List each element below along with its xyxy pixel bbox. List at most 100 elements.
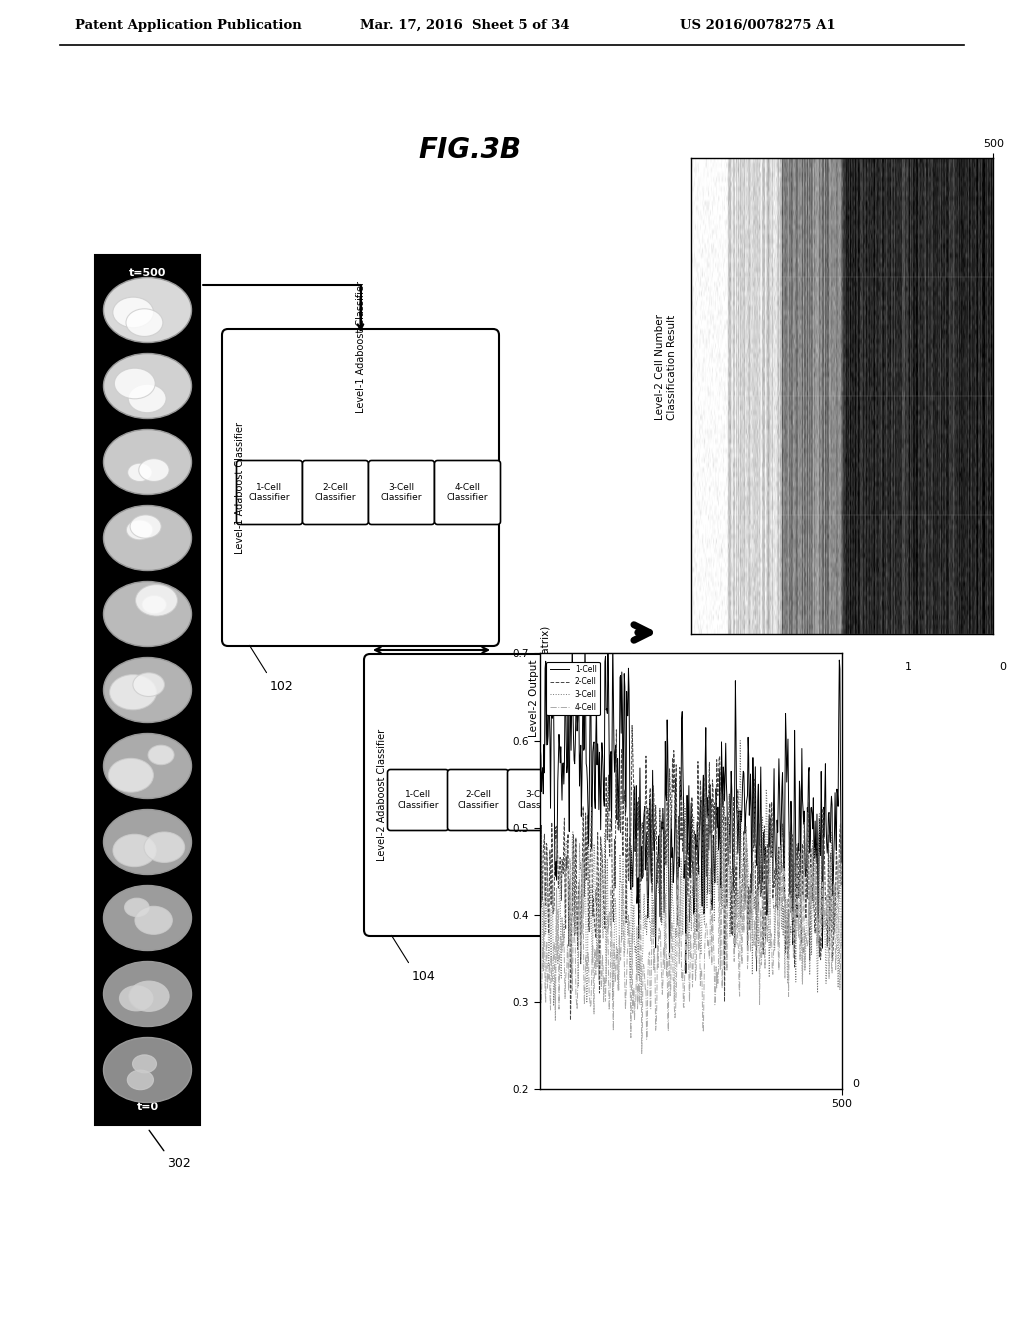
Text: t=0: t=0: [136, 1102, 159, 1111]
Ellipse shape: [103, 657, 191, 722]
3-Cell: [828, 921, 841, 937]
Ellipse shape: [148, 746, 174, 764]
Ellipse shape: [103, 961, 191, 1027]
2-Cell: [679, 854, 691, 870]
3-Cell: [835, 939, 847, 954]
Text: Level-2 Adaboost Classifier: Level-2 Adaboost Classifier: [377, 729, 387, 861]
Text: 1: 1: [905, 663, 912, 672]
2-Cell: [828, 925, 841, 941]
Ellipse shape: [103, 1038, 191, 1102]
4-Cell: [679, 969, 691, 985]
4-Cell: [713, 869, 725, 884]
4-Cell: [677, 962, 689, 978]
Text: 0: 0: [852, 1078, 859, 1089]
2-Cell: [677, 825, 689, 841]
Ellipse shape: [144, 832, 184, 862]
3-Cell: [696, 851, 709, 867]
FancyBboxPatch shape: [302, 461, 369, 524]
Ellipse shape: [103, 734, 191, 799]
Text: FIG.3B: FIG.3B: [419, 136, 521, 164]
Text: 4-Cell
Classifier: 4-Cell Classifier: [446, 483, 488, 502]
Text: 302: 302: [168, 1158, 191, 1170]
Text: 1-Cell
Classifier: 1-Cell Classifier: [397, 791, 438, 809]
Text: Level-1 Adaboost Classifier: Level-1 Adaboost Classifier: [234, 421, 245, 553]
FancyBboxPatch shape: [447, 770, 509, 830]
Text: 104: 104: [412, 970, 436, 983]
4-Cell: [722, 817, 734, 833]
Ellipse shape: [135, 585, 177, 616]
Ellipse shape: [142, 595, 167, 614]
Ellipse shape: [138, 458, 169, 482]
1-Cell: [534, 978, 546, 994]
Legend: 1-Cell, 2-Cell, 3-Cell, 4-Cell: 1-Cell, 2-Cell, 3-Cell, 4-Cell: [547, 661, 600, 715]
3-Cell: [781, 969, 794, 985]
Ellipse shape: [128, 384, 166, 413]
Text: Mar. 17, 2016  Sheet 5 of 34: Mar. 17, 2016 Sheet 5 of 34: [360, 18, 569, 32]
2-Cell: [697, 832, 710, 847]
Ellipse shape: [103, 809, 191, 874]
1-Cell: [679, 853, 691, 869]
Ellipse shape: [103, 354, 191, 418]
4-Cell: [696, 1020, 709, 1036]
Ellipse shape: [113, 297, 154, 327]
Text: 4-Cell
Classifier: 4-Cell Classifier: [578, 791, 618, 809]
1-Cell: [697, 767, 710, 783]
4-Cell: [781, 891, 794, 907]
Text: 3-Cell
Classifier: 3-Cell Classifier: [381, 483, 422, 502]
4-Cell: [828, 876, 841, 892]
1-Cell: [828, 825, 841, 841]
Text: 0: 0: [998, 663, 1006, 672]
1-Cell: [781, 754, 794, 770]
3-Cell: [713, 892, 725, 908]
Text: 3: 3: [749, 663, 755, 672]
Ellipse shape: [109, 759, 154, 792]
1-Cell: [566, 624, 579, 640]
Text: 102: 102: [270, 680, 294, 693]
Ellipse shape: [103, 429, 191, 495]
Line: 4-Cell: 4-Cell: [540, 825, 841, 1080]
Ellipse shape: [103, 277, 191, 342]
Ellipse shape: [129, 981, 169, 1011]
Ellipse shape: [125, 898, 150, 916]
Line: 2-Cell: 2-Cell: [540, 726, 841, 1089]
Line: 1-Cell: 1-Cell: [540, 632, 841, 986]
Ellipse shape: [128, 463, 153, 482]
Text: Level-2 Output
(500 by 4 likelihood matrix): Level-2 Output (500 by 4 likelihood matr…: [529, 626, 551, 770]
FancyBboxPatch shape: [222, 329, 499, 645]
Text: US 2016/0078275 A1: US 2016/0078275 A1: [680, 18, 836, 32]
1-Cell: [714, 762, 726, 777]
4-Cell: [534, 1072, 546, 1088]
1-Cell: [835, 854, 847, 870]
FancyBboxPatch shape: [567, 770, 629, 830]
Line: 3-Cell: 3-Cell: [540, 741, 841, 1031]
3-Cell: [734, 733, 746, 748]
Ellipse shape: [130, 515, 161, 539]
Ellipse shape: [103, 582, 191, 647]
2-Cell: [835, 879, 847, 895]
Ellipse shape: [133, 673, 165, 697]
Text: 3-Cell
Classifier: 3-Cell Classifier: [517, 791, 559, 809]
FancyBboxPatch shape: [369, 461, 434, 524]
Ellipse shape: [135, 907, 172, 935]
2-Cell: [781, 909, 794, 925]
Ellipse shape: [126, 520, 153, 540]
2-Cell: [626, 718, 638, 734]
3-Cell: [679, 857, 691, 873]
Ellipse shape: [132, 1055, 157, 1073]
FancyBboxPatch shape: [434, 461, 501, 524]
Ellipse shape: [103, 886, 191, 950]
2-Cell: [534, 1081, 546, 1097]
Ellipse shape: [127, 1071, 154, 1090]
3-Cell: [677, 927, 689, 942]
Bar: [95, 255, 200, 1125]
Text: Patent Application Publication: Patent Application Publication: [75, 18, 302, 32]
Text: Level-2 Cell Number
Classification Result: Level-2 Cell Number Classification Resul…: [655, 314, 677, 420]
Text: Level-1 Adaboost Classifier: Level-1 Adaboost Classifier: [355, 281, 366, 413]
1-Cell: [677, 789, 689, 805]
Ellipse shape: [126, 309, 163, 337]
Ellipse shape: [110, 675, 157, 710]
3-Cell: [534, 1023, 546, 1039]
Ellipse shape: [103, 506, 191, 570]
FancyBboxPatch shape: [364, 653, 636, 936]
FancyBboxPatch shape: [237, 461, 302, 524]
